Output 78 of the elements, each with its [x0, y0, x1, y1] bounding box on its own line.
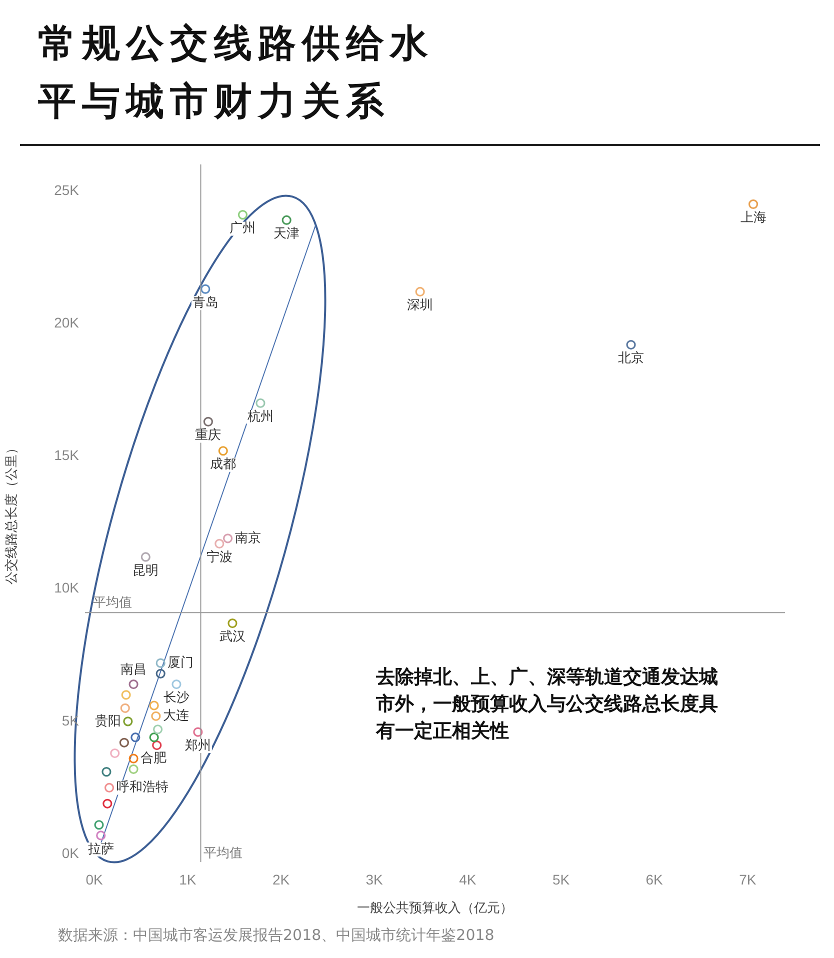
- point: [149, 732, 159, 742]
- series-label: 长沙: [163, 690, 190, 706]
- y-tick-label: 20K: [54, 314, 80, 330]
- series-label: 呼和浩特: [116, 780, 168, 796]
- point: [140, 552, 150, 562]
- series-label: 郑州: [184, 738, 211, 754]
- point: [415, 286, 425, 297]
- point: [200, 284, 210, 294]
- point: [128, 764, 138, 774]
- point: [156, 668, 166, 678]
- x-tick-label: 7K: [739, 871, 757, 888]
- series-label: 北京: [618, 351, 644, 366]
- series-label: 昆明: [132, 563, 159, 578]
- series-label: 天津: [274, 226, 300, 242]
- y-tick-label: 10K: [54, 580, 80, 596]
- x-tick-label: 6K: [646, 871, 664, 888]
- point: [123, 716, 133, 726]
- series-label: 上海: [740, 210, 766, 226]
- ref-line-label: 平均值: [204, 846, 243, 861]
- point: [256, 398, 266, 408]
- point: [214, 538, 224, 549]
- series-label: 武汉: [219, 630, 246, 645]
- point: [130, 732, 140, 742]
- x-tick-label: 1K: [179, 871, 197, 888]
- point: [748, 199, 758, 209]
- point: [128, 679, 138, 690]
- series-label: 厦门: [168, 654, 194, 670]
- series-label: 拉萨: [88, 842, 114, 857]
- series-label: 贵阳: [94, 714, 121, 729]
- point: [153, 724, 163, 734]
- point: [203, 416, 213, 426]
- series-label: 广州: [230, 221, 256, 236]
- chart-title: 常规公交线路供给水平与城市财力关系: [38, 20, 435, 125]
- point: [193, 727, 203, 737]
- x-tick-label: 3K: [366, 871, 384, 888]
- series-label: 宁波: [206, 549, 232, 566]
- point: [218, 446, 228, 456]
- ref-line-label: 平均值: [93, 596, 132, 611]
- point: [104, 782, 114, 793]
- point: [121, 690, 131, 700]
- source-note: 数据来源：中国城市客运发展报告2018、中国城市统计年鉴2018: [58, 926, 494, 945]
- series-label: 南昌: [120, 662, 147, 678]
- point: [120, 703, 130, 713]
- series-label: 合肥: [140, 750, 167, 766]
- series-label: 杭州: [246, 409, 274, 424]
- series-label: 青岛: [192, 295, 218, 310]
- series-label: 南京: [234, 530, 261, 546]
- series-label: 深圳: [407, 298, 434, 314]
- point: [172, 679, 182, 690]
- point: [626, 340, 636, 350]
- point: [102, 767, 112, 777]
- point: [151, 711, 161, 721]
- point: [94, 820, 104, 830]
- y-axis-title: 公交线路总长度（公里）: [3, 442, 18, 585]
- point: [282, 215, 292, 225]
- point: [119, 738, 129, 748]
- point: [96, 830, 106, 840]
- annotation: 去除掉北、上、广、深等轨道交通发达城市外，一般预算收入与公交线路总长度具有一定正相关性: [376, 665, 719, 744]
- point: [228, 618, 238, 628]
- x-tick-label: 2K: [272, 871, 290, 888]
- point: [238, 210, 248, 220]
- point: [149, 700, 159, 710]
- y-tick-label: 0K: [62, 844, 80, 861]
- series-label: 大连: [162, 708, 189, 724]
- x-tick-label: 5K: [552, 871, 570, 888]
- x-tick-label: 4K: [459, 871, 477, 888]
- point: [156, 658, 166, 668]
- y-tick-label: 15K: [54, 447, 80, 464]
- x-tick-label: 0K: [86, 871, 104, 888]
- series-label: 成都: [210, 457, 236, 472]
- point: [102, 798, 112, 808]
- point: [152, 740, 162, 750]
- y-tick-label: 25K: [54, 182, 80, 198]
- series-label: 重庆: [195, 428, 222, 444]
- point: [223, 534, 233, 544]
- point: [110, 748, 120, 758]
- point: [128, 754, 138, 764]
- x-axis-title: 一般公共预算收入（亿元）: [357, 900, 513, 915]
